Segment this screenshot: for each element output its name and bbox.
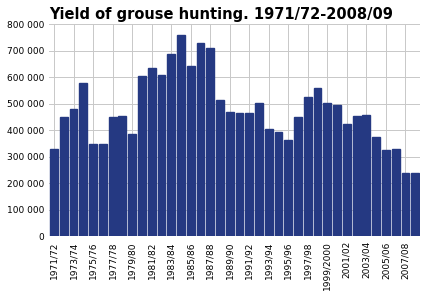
- Bar: [254, 102, 262, 236]
- Bar: [167, 54, 175, 236]
- Bar: [410, 173, 418, 236]
- Bar: [225, 112, 233, 236]
- Bar: [294, 117, 301, 236]
- Bar: [322, 102, 331, 236]
- Bar: [216, 100, 223, 236]
- Bar: [303, 97, 311, 236]
- Bar: [284, 140, 291, 236]
- Bar: [50, 149, 58, 236]
- Bar: [235, 113, 243, 236]
- Bar: [274, 132, 282, 236]
- Bar: [60, 117, 68, 236]
- Bar: [109, 117, 116, 236]
- Bar: [69, 109, 77, 236]
- Bar: [206, 48, 213, 236]
- Bar: [128, 134, 136, 236]
- Bar: [177, 35, 184, 236]
- Bar: [196, 43, 204, 236]
- Bar: [186, 66, 194, 236]
- Text: Yield of grouse hunting. 1971/72-2008/09: Yield of grouse hunting. 1971/72-2008/09: [49, 7, 392, 22]
- Bar: [89, 144, 97, 236]
- Bar: [371, 137, 379, 236]
- Bar: [342, 124, 350, 236]
- Bar: [157, 75, 165, 236]
- Bar: [99, 144, 106, 236]
- Bar: [245, 113, 253, 236]
- Bar: [264, 129, 272, 236]
- Bar: [381, 150, 389, 236]
- Bar: [352, 116, 360, 236]
- Bar: [118, 116, 126, 236]
- Bar: [147, 68, 155, 236]
- Bar: [400, 173, 409, 236]
- Bar: [332, 105, 340, 236]
- Bar: [138, 76, 145, 236]
- Bar: [391, 149, 399, 236]
- Bar: [79, 83, 87, 236]
- Bar: [313, 88, 321, 236]
- Bar: [362, 115, 369, 236]
